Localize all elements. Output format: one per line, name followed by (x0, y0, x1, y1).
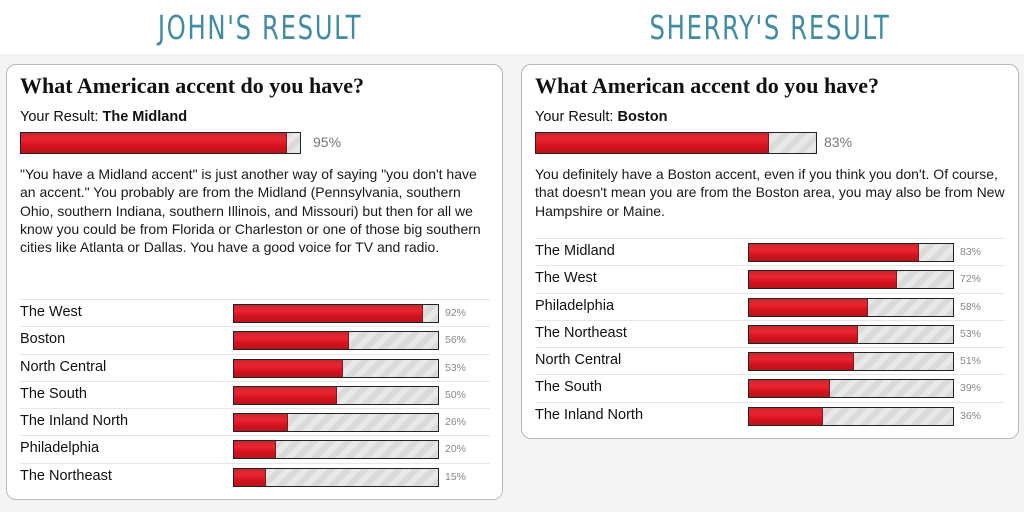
sherrys-quiz-panel: What American accent do you have? Your R… (521, 64, 1019, 439)
list-item: Philadelphia 58% (535, 292, 1005, 320)
accent-label: The Midland (535, 243, 615, 259)
score-bar-fill (234, 468, 266, 486)
list-item: North Central 51% (535, 347, 1005, 374)
main-result-bar-fill (536, 133, 770, 153)
main-result-bar-fill (21, 133, 288, 153)
quiz-title: What American accent do you have? (535, 73, 880, 98)
score-bar (233, 358, 439, 378)
score-percent: 83% (960, 246, 982, 258)
accent-label: The Inland North (20, 413, 129, 430)
main-result-percent: 83% (824, 134, 853, 150)
score-percent: 26% (445, 416, 467, 429)
list-item: The Northeast 53% (535, 319, 1005, 347)
score-percent: 92% (445, 307, 467, 319)
score-bar-fill (749, 298, 869, 316)
score-percent: 72% (960, 273, 982, 286)
accent-label: Boston (20, 331, 66, 348)
result-prefix: Your Result: (20, 109, 99, 125)
result-name: Boston (617, 109, 668, 125)
score-bar (233, 467, 439, 487)
score-bar (748, 243, 954, 262)
score-bar (748, 297, 954, 317)
list-item: The South 50% (20, 380, 490, 408)
score-bar (748, 379, 954, 399)
list-item: The West 92% (20, 299, 490, 326)
score-percent: 56% (445, 334, 467, 347)
score-percent: 50% (445, 388, 467, 401)
score-percent: 53% (960, 327, 982, 340)
accent-score-list: The West 92% Boston 56% North Central 53… (20, 299, 490, 490)
accent-label: The Northeast (535, 324, 627, 341)
score-bar (233, 440, 439, 460)
your-result-line: Your Result: The Midland (20, 109, 187, 125)
result-description: You definitely have a Boston accent, eve… (535, 166, 1005, 219)
accent-label: The South (20, 385, 87, 402)
accent-label: The Northeast (20, 467, 112, 484)
accent-label: North Central (20, 358, 107, 375)
score-bar-fill (234, 305, 423, 322)
johns-quiz-panel: What American accent do you have? Your R… (6, 64, 503, 500)
score-percent: 53% (445, 361, 467, 374)
score-percent: 15% (445, 470, 467, 483)
list-item: Boston 56% (20, 326, 490, 353)
score-percent: 36% (960, 409, 982, 422)
johns-result-heading: JOHN'S RESULT (157, 8, 363, 47)
score-bar (748, 406, 954, 426)
score-bar-fill (749, 380, 830, 398)
accent-label: The Inland North (535, 406, 644, 423)
score-bar-fill (749, 353, 855, 371)
accent-label: Philadelphia (20, 440, 100, 457)
score-bar (748, 352, 954, 372)
score-percent: 39% (960, 382, 982, 395)
result-description: "You have a Midland accent" is just anot… (20, 166, 481, 256)
accent-score-list: The Midland 83% The West 72% Philadelphi… (535, 238, 1005, 429)
result-name: The Midland (102, 109, 188, 125)
score-bar-fill (749, 325, 859, 343)
accent-label: The South (535, 379, 602, 396)
main-result-bar (20, 132, 301, 154)
score-bar-fill (749, 244, 920, 261)
list-item: The Inland North 36% (535, 401, 1005, 429)
score-bar-fill (749, 271, 897, 289)
score-percent: 51% (960, 355, 982, 368)
score-bar (748, 324, 954, 344)
list-item: The South 39% (535, 374, 1005, 401)
score-bar-fill (749, 407, 824, 425)
score-percent: 58% (960, 300, 982, 313)
score-percent: 20% (445, 443, 467, 456)
score-bar (233, 413, 439, 433)
accent-label: North Central (535, 352, 622, 369)
sherrys-result-heading: SHERRY'S RESULT (649, 8, 891, 47)
score-bar-fill (234, 386, 337, 404)
accent-label: The West (20, 304, 82, 320)
score-bar (233, 385, 439, 405)
score-bar-fill (234, 332, 350, 350)
list-item: North Central 53% (20, 353, 490, 381)
main-result-bar (535, 132, 817, 154)
list-item: The Northeast 15% (20, 462, 490, 490)
score-bar-fill (234, 414, 289, 432)
list-item: The West 72% (535, 265, 1005, 292)
score-bar (233, 331, 439, 351)
score-bar-fill (234, 441, 276, 459)
list-item: The Midland 83% (535, 238, 1005, 265)
score-bar (233, 304, 439, 323)
score-bar-fill (234, 359, 344, 377)
quiz-title: What American accent do you have? (20, 73, 365, 98)
accent-label: Philadelphia (535, 297, 615, 314)
your-result-line: Your Result: Boston (535, 109, 667, 125)
accent-label: The West (535, 270, 597, 287)
score-bar (748, 270, 954, 290)
result-prefix: Your Result: (535, 109, 614, 125)
main-result-percent: 95% (313, 134, 342, 150)
list-item: Philadelphia 20% (20, 435, 490, 462)
list-item: The Inland North 26% (20, 408, 490, 435)
